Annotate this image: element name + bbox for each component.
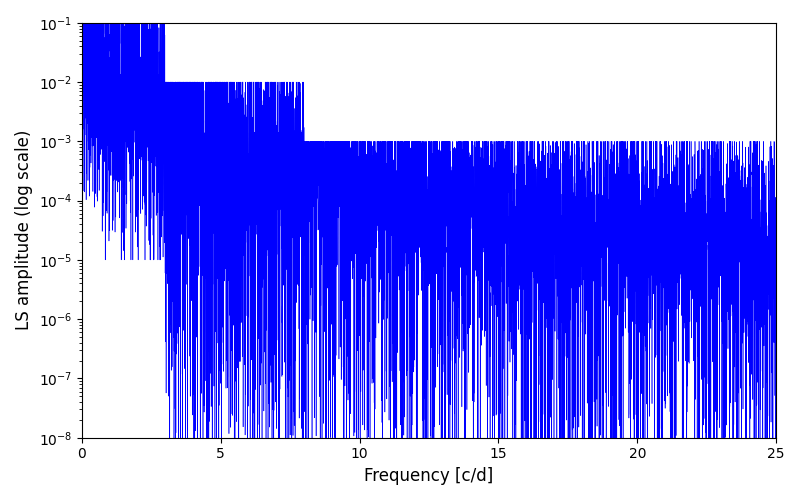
Y-axis label: LS amplitude (log scale): LS amplitude (log scale) <box>15 130 33 330</box>
X-axis label: Frequency [c/d]: Frequency [c/d] <box>364 467 494 485</box>
